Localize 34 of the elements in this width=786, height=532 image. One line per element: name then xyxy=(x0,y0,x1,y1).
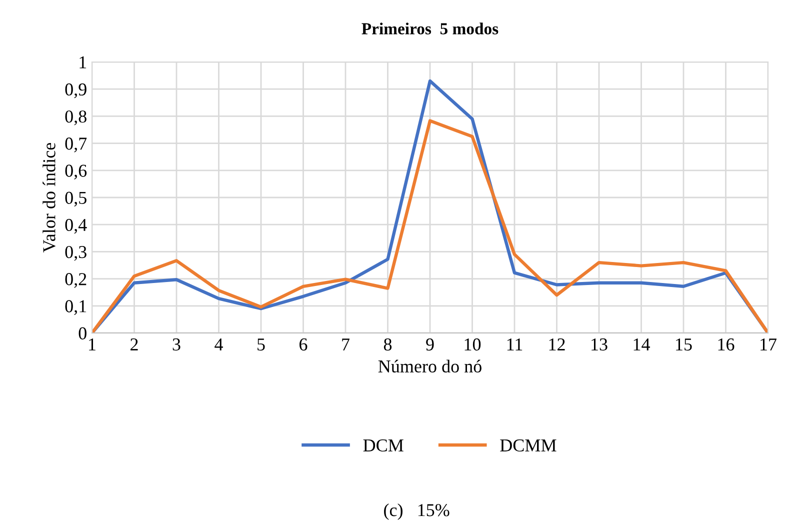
chart-title: Primeiros 5 modos xyxy=(362,22,498,34)
x-tick-label: 5 xyxy=(258,338,265,351)
y-tick-label: 0,6 xyxy=(65,164,87,180)
x-tick-label: 9 xyxy=(426,338,434,351)
x-tick-label: 2 xyxy=(130,338,138,350)
x-tick-label: 10 xyxy=(464,338,481,351)
x-tick-label: 12 xyxy=(549,338,565,350)
x-tick-label: 4 xyxy=(214,338,223,350)
x-tick-label: 7 xyxy=(342,338,350,350)
y-tick-label: 0,5 xyxy=(65,192,86,207)
x-axis-title: Número do nó xyxy=(378,360,482,372)
x-tick-label: 3 xyxy=(172,338,180,351)
y-tick-label: 0,2 xyxy=(65,273,86,288)
x-tick-label: 16 xyxy=(718,338,734,351)
y-tick-label: 0 xyxy=(78,327,86,340)
x-tick-label: 15 xyxy=(676,338,692,351)
x-tick-label: 13 xyxy=(592,338,608,351)
y-tick-label: 0,8 xyxy=(65,110,86,126)
y-tick-label: 0,9 xyxy=(65,83,86,98)
x-tick-label: 6 xyxy=(300,338,308,351)
x-tick-label: 17 xyxy=(760,338,777,350)
text: (c) 15% xyxy=(384,504,450,520)
legend-label: DCMM xyxy=(500,439,556,452)
y-tick-label: 0,1 xyxy=(65,300,86,315)
y-tick-label: 0,3 xyxy=(65,246,86,261)
y-tick-label: 1 xyxy=(80,56,86,68)
x-tick-label: 8 xyxy=(384,338,392,351)
y-tick-label: 0,7 xyxy=(65,138,87,152)
x-tick-label: 14 xyxy=(634,338,650,350)
x-tick-label: 1 xyxy=(89,338,96,350)
y-axis-title: Valor do índice xyxy=(42,142,56,252)
y-tick-label: 0,4 xyxy=(65,218,87,234)
legend-label: DCM xyxy=(363,439,404,452)
x-tick-label: 11 xyxy=(507,338,522,350)
